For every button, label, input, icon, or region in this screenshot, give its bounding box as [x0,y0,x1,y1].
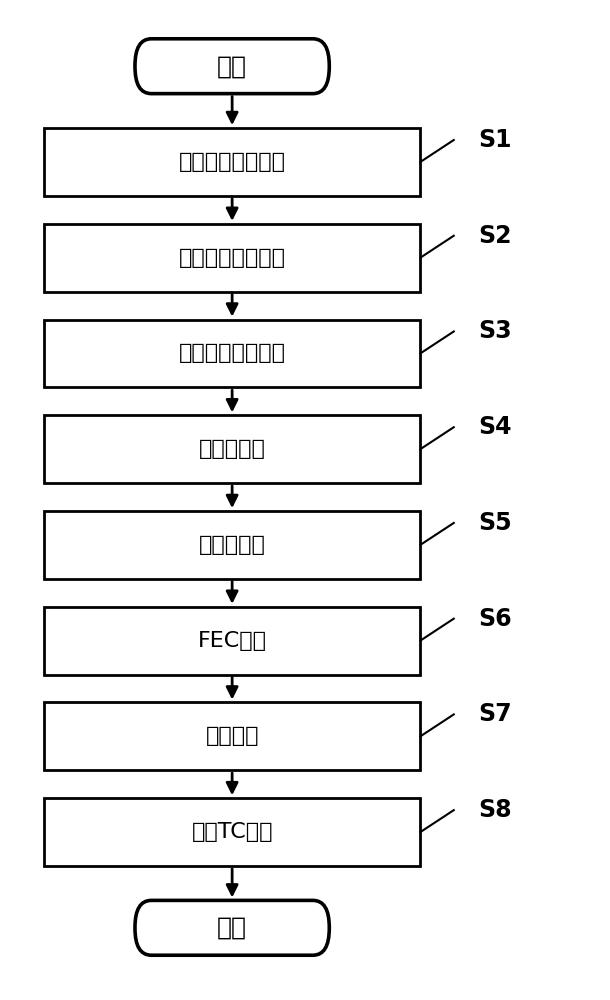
FancyBboxPatch shape [44,702,420,770]
Text: S3: S3 [478,319,512,343]
FancyBboxPatch shape [44,224,420,292]
Text: 加扰处理: 加扰处理 [206,726,259,746]
Text: 开始: 开始 [217,916,247,940]
Text: FEC处理: FEC处理 [198,631,267,651]
FancyBboxPatch shape [44,320,420,387]
Text: S2: S2 [478,224,512,248]
Text: 开始: 开始 [217,54,247,78]
FancyBboxPatch shape [44,798,420,866]
Text: S8: S8 [478,798,512,822]
Text: S7: S7 [478,702,512,726]
Text: S1: S1 [478,128,512,152]
FancyBboxPatch shape [135,900,329,955]
FancyBboxPatch shape [44,415,420,483]
Text: 插入空闲帧: 插入空闲帧 [199,535,265,555]
Text: 重置相关计算参数: 重置相关计算参数 [179,152,285,172]
FancyBboxPatch shape [44,128,420,196]
Text: 计算数据帧总长度: 计算数据帧总长度 [179,248,285,268]
Text: S4: S4 [478,415,512,439]
FancyBboxPatch shape [44,607,420,675]
Text: 输出TC组帧: 输出TC组帧 [192,822,273,842]
Text: 数据帧组帧和分片: 数据帧组帧和分片 [179,343,285,363]
Text: S5: S5 [478,511,512,535]
FancyBboxPatch shape [44,511,420,579]
Text: S6: S6 [478,607,512,631]
FancyBboxPatch shape [135,39,329,94]
Text: 数据帧加密: 数据帧加密 [199,439,265,459]
